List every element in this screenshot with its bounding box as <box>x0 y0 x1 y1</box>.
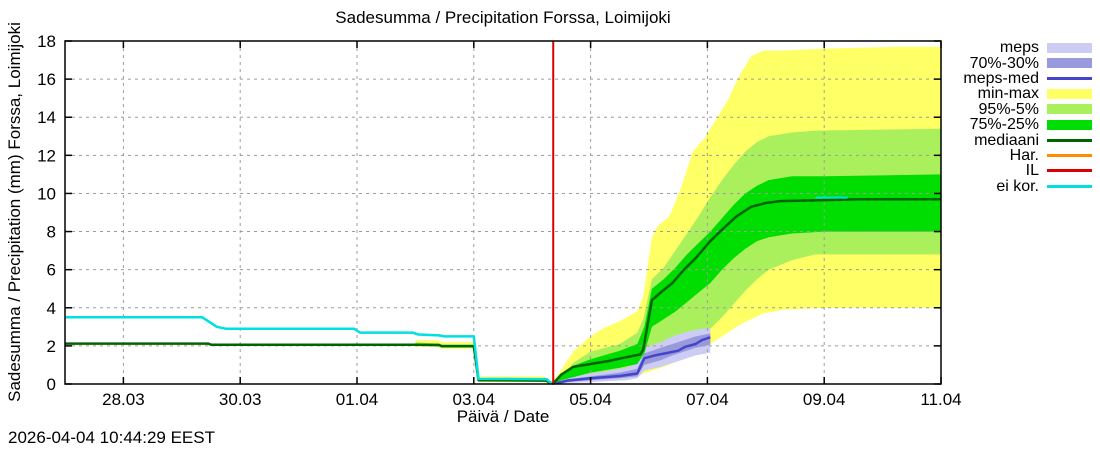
y-tick-label: 8 <box>47 223 56 242</box>
plot-border <box>64 40 942 385</box>
series-line-ei-kor- <box>65 316 554 385</box>
y-tick-label: 12 <box>37 146 56 165</box>
legend-item-75-25: 75%-25% <box>963 116 1092 134</box>
y-tick-label: 18 <box>37 32 56 51</box>
x-tick-label: 30.03 <box>219 390 262 409</box>
timestamp: 2026-04-04 10:44:29 EEST <box>8 428 215 447</box>
legend-item-meps: meps <box>963 39 1092 57</box>
y-tick-label: 4 <box>47 299 56 318</box>
chart-title: Sadesumma / Precipitation Forssa, Loimij… <box>335 8 671 27</box>
legend: meps 70%-30% meps-med min-max 95%-5% 75%-25% m… <box>963 40 1092 194</box>
x-tick-label: 09.04 <box>803 390 846 409</box>
band-70-30- <box>555 333 711 384</box>
legend-label: IL <box>1025 162 1039 180</box>
legend-swatch-70-30 <box>1047 58 1092 69</box>
y-tick-label: 10 <box>37 184 56 203</box>
x-tick-label: 28.03 <box>102 390 145 409</box>
legend-swatch-meps <box>1047 42 1092 53</box>
legend-label: min-max <box>977 85 1039 103</box>
y-axis-label: Sadesumma / Precipitation (mm) Forssa, L… <box>5 22 24 402</box>
band-min-max <box>415 46 941 384</box>
band-meps <box>555 327 711 384</box>
legend-swatch-min-max <box>1047 88 1092 99</box>
legend-item-min-max: min-max <box>963 85 1092 103</box>
legend-swatch-mediaani <box>1047 138 1092 142</box>
legend-swatch-95-5 <box>1047 104 1092 115</box>
legend-item-mediaani: mediaani <box>963 131 1092 149</box>
band-75-25- <box>553 174 941 384</box>
x-tick-label: 11.04 <box>920 390 961 409</box>
legend-label: meps-med <box>963 69 1039 87</box>
legend-label: 95%-5% <box>978 100 1039 118</box>
legend-label: 70%-30% <box>969 54 1039 72</box>
legend-label: meps <box>999 39 1039 57</box>
x-tick-label: 07.04 <box>686 390 729 409</box>
legend-swatch-ei-kor <box>1047 184 1092 188</box>
legend-label: 75%-25% <box>969 116 1039 134</box>
legend-item-ei-kor: ei kor. <box>963 177 1092 195</box>
legend-swatch-il <box>1047 169 1092 173</box>
x-axis-label: Päivä / Date <box>456 407 550 426</box>
x-tick-label: 01.04 <box>336 390 379 409</box>
legend-item-95-5: 95%-5% <box>963 100 1092 118</box>
y-tick-label: 16 <box>37 70 56 89</box>
legend-swatch-75-25 <box>1047 119 1092 130</box>
legend-label: ei kor. <box>996 177 1039 195</box>
legend-swatch-meps-med <box>1047 76 1092 80</box>
legend-item-70-30: 70%-30% <box>963 54 1092 72</box>
legend-label: mediaani <box>974 131 1039 149</box>
y-tick-label: 14 <box>37 108 56 127</box>
x-tick-label: 05.04 <box>569 390 612 409</box>
legend-item-har: Har. <box>963 146 1092 164</box>
y-tick-label: 0 <box>47 375 56 394</box>
legend-item-meps-med: meps-med <box>963 69 1092 87</box>
legend-item-il: IL <box>963 162 1092 180</box>
y-tick-label: 2 <box>47 337 56 356</box>
series-line-mediaani <box>65 197 941 385</box>
legend-label: Har. <box>1009 146 1039 164</box>
x-tick-label: 03.04 <box>453 390 496 409</box>
legend-swatch-har <box>1047 153 1092 157</box>
y-tick-label: 6 <box>47 261 56 280</box>
